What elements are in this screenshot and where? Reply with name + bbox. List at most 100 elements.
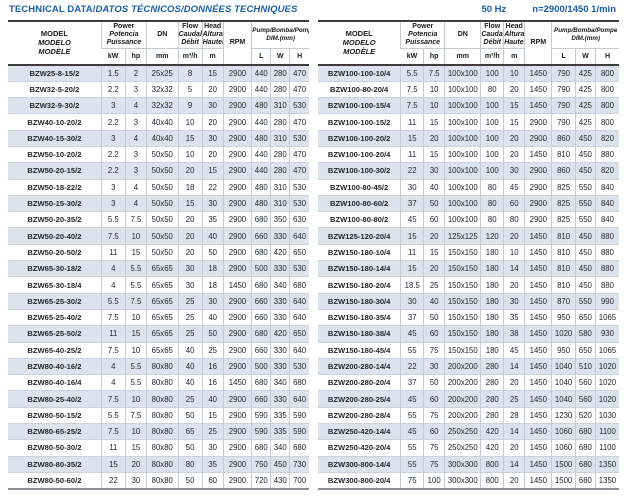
value-cell: 530 xyxy=(289,178,309,196)
value-cell: 1060 xyxy=(551,439,576,457)
value-cell: 4 xyxy=(124,194,147,212)
value-cell: 3 xyxy=(100,178,126,196)
value-cell: 330 xyxy=(270,227,290,245)
table-row: BZW32-5-20/2 2.2 3 32x32 5 20 2900 440 280 470 xyxy=(8,80,309,98)
model-cell: BZW80-50-60/2 xyxy=(8,471,102,490)
table-row: BZW80-40-16/4 4 5.5 80x80 40 16 1450 680 340 680 xyxy=(8,374,309,391)
table-row: BZW80-40-16/2 4 5.5 80x80 40 16 2900 500 330 530 xyxy=(8,357,309,375)
value-cell: 350 xyxy=(270,211,290,228)
value-cell: 20 xyxy=(503,227,525,245)
table-row: BZW300-800-14/4 55 75 300x300 800 14 1450 1500 6… xyxy=(318,455,619,473)
model-cell: BZW65-40-25/2 xyxy=(8,341,102,359)
model-cell: BZW65-25-30/2 xyxy=(8,292,102,310)
table-body: BZW100-100-10/4 5.5 7.5 100x100 100 10 1450 790… xyxy=(318,64,619,490)
value-cell: 450 xyxy=(574,243,596,261)
value-cell: 10 xyxy=(423,80,445,98)
value-cell: 80x80 xyxy=(145,374,179,391)
value-cell: 65x65 xyxy=(145,341,179,359)
value-cell: 4 xyxy=(124,97,147,114)
value-cell: 825 xyxy=(551,211,576,228)
model-cell: BZW100-80-20/4 xyxy=(318,80,401,98)
table-row: BZW100-100-30/2 22 30 100x100 100 30 2900 860 45… xyxy=(318,162,619,180)
value-cell: 480 xyxy=(251,97,271,114)
table-row: BZW25-8-15/2 1.5 2 25x25 8 15 2900 440 280 470 xyxy=(8,64,309,82)
value-cell: 50x50 xyxy=(145,194,179,212)
value-cell: 310 xyxy=(270,97,290,114)
value-cell: 950 xyxy=(551,341,576,359)
value-cell: 11 xyxy=(100,243,126,261)
table-row: BZW200-280-14/4 22 30 200x200 280 14 1450 1040 5… xyxy=(318,357,619,375)
value-cell: 480 xyxy=(251,178,271,196)
value-cell: 3 xyxy=(100,129,126,147)
value-cell: 530 xyxy=(289,97,309,114)
model-cell: BZW100-80-60/2 xyxy=(318,194,401,212)
value-cell: 825 xyxy=(551,178,576,196)
value-cell: 2900 xyxy=(222,80,252,98)
value-cell: 1020 xyxy=(594,357,619,375)
value-cell: 25 xyxy=(201,341,224,359)
table-row: BZW150-180-14/4 15 20 150x150 180 14 1450 810 45… xyxy=(318,260,619,277)
value-cell: 1065 xyxy=(594,308,619,326)
value-cell: 30 xyxy=(400,178,424,196)
page-title: TECHNICAL DATA/DATOS TÉCNICOS/DONNÉES TE… xyxy=(9,4,297,15)
value-cell: 7.5 xyxy=(100,227,126,245)
value-cell: 5 xyxy=(177,80,203,98)
value-cell: 100x100 xyxy=(444,129,481,147)
value-cell: 660 xyxy=(251,390,271,408)
value-cell: 80 xyxy=(503,211,525,228)
value-cell: 30 xyxy=(423,357,445,375)
value-cell: 180 xyxy=(480,292,504,310)
value-cell: 100 xyxy=(480,145,504,163)
value-cell: 40 xyxy=(423,292,445,310)
value-cell: 25 xyxy=(177,325,203,343)
model-cell: BZW150-180-14/4 xyxy=(318,260,401,277)
value-cell: 500 xyxy=(251,260,271,277)
table-row: BZW300-800-20/4 75 100 300x300 800 20 1450 1500… xyxy=(318,471,619,490)
value-cell: 20 xyxy=(177,162,203,180)
value-cell: 50x50 xyxy=(145,211,179,228)
table-row: BZW250-420-14/4 45 60 250x250 420 14 1450 1060 6… xyxy=(318,423,619,440)
value-cell: 80 xyxy=(480,194,504,212)
model-cell: BZW100-100-15/4 xyxy=(318,97,401,114)
value-cell: 60 xyxy=(423,390,445,408)
table-row: BZW100-80-20/4 7.5 10 100x100 80 20 1450 790 425… xyxy=(318,80,619,98)
value-cell: 300x300 xyxy=(444,471,481,490)
value-cell: 2.2 xyxy=(100,162,126,180)
value-cell: 2900 xyxy=(222,243,252,261)
value-cell: 840 xyxy=(594,211,619,228)
value-cell: 1450 xyxy=(524,276,552,294)
value-cell: 200x200 xyxy=(444,390,481,408)
value-cell: 335 xyxy=(270,406,290,424)
value-cell: 2900 xyxy=(222,227,252,245)
value-cell: 1450 xyxy=(524,471,552,490)
value-cell: 1450 xyxy=(524,325,552,343)
value-cell: 80x80 xyxy=(145,423,179,440)
value-cell: 30 xyxy=(124,471,147,490)
value-cell: 520 xyxy=(574,406,596,424)
unit-dim-l: L xyxy=(551,47,576,65)
table-row: BZW125-120-20/4 15 20 125x125 120 20 1450 810 45… xyxy=(318,227,619,245)
value-cell: 8 xyxy=(177,64,203,82)
value-cell: 420 xyxy=(270,325,290,343)
value-cell: 80x80 xyxy=(145,406,179,424)
value-cell: 1450 xyxy=(524,341,552,359)
value-cell: 880 xyxy=(594,260,619,277)
value-cell: 800 xyxy=(480,455,504,473)
unit-hp: hp xyxy=(124,47,147,65)
value-cell: 1040 xyxy=(551,357,576,375)
value-cell: 55 xyxy=(400,341,424,359)
value-cell: 7.5 xyxy=(400,80,424,98)
table-row: BZW50-20-15/2 2.2 3 50x50 20 15 2900 440 280 470 xyxy=(8,162,309,180)
value-cell: 440 xyxy=(251,80,271,98)
value-cell: 650 xyxy=(289,243,309,261)
value-cell: 150x150 xyxy=(444,325,481,343)
value-cell: 30 xyxy=(503,292,525,310)
value-cell: 1450 xyxy=(524,292,552,310)
col-power-header: Power Potencia Puissance xyxy=(400,21,445,48)
value-cell: 150x150 xyxy=(444,292,481,310)
value-cell: 28 xyxy=(503,406,525,424)
value-cell: 810 xyxy=(551,260,576,277)
model-cell: BZW32-5-20/2 xyxy=(8,80,102,98)
table-row: BZW100-100-15/4 7.5 10 100x100 100 15 1450 790 4… xyxy=(318,97,619,114)
value-cell: 15 xyxy=(423,243,445,261)
